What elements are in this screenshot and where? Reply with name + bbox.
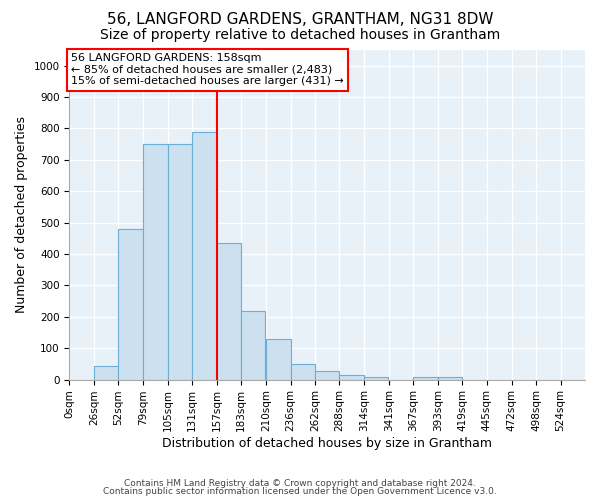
Bar	[340, 375, 364, 380]
Bar	[94, 366, 118, 380]
Text: Contains HM Land Registry data © Crown copyright and database right 2024.: Contains HM Land Registry data © Crown c…	[124, 478, 476, 488]
Text: Contains public sector information licensed under the Open Government Licence v3: Contains public sector information licen…	[103, 488, 497, 496]
Bar	[241, 311, 265, 380]
Text: Size of property relative to detached houses in Grantham: Size of property relative to detached ho…	[100, 28, 500, 42]
Bar	[315, 371, 340, 380]
Bar	[266, 339, 290, 380]
Bar	[290, 364, 315, 380]
Bar	[143, 144, 168, 380]
Text: 56 LANGFORD GARDENS: 158sqm
← 85% of detached houses are smaller (2,483)
15% of : 56 LANGFORD GARDENS: 158sqm ← 85% of det…	[71, 53, 344, 86]
Bar	[217, 243, 241, 380]
Bar	[192, 132, 217, 380]
Text: 56, LANGFORD GARDENS, GRANTHAM, NG31 8DW: 56, LANGFORD GARDENS, GRANTHAM, NG31 8DW	[107, 12, 493, 28]
Bar	[413, 377, 438, 380]
Bar	[168, 144, 192, 380]
Y-axis label: Number of detached properties: Number of detached properties	[15, 116, 28, 314]
Bar	[118, 229, 143, 380]
Bar	[438, 377, 462, 380]
Bar	[364, 377, 388, 380]
X-axis label: Distribution of detached houses by size in Grantham: Distribution of detached houses by size …	[162, 437, 492, 450]
